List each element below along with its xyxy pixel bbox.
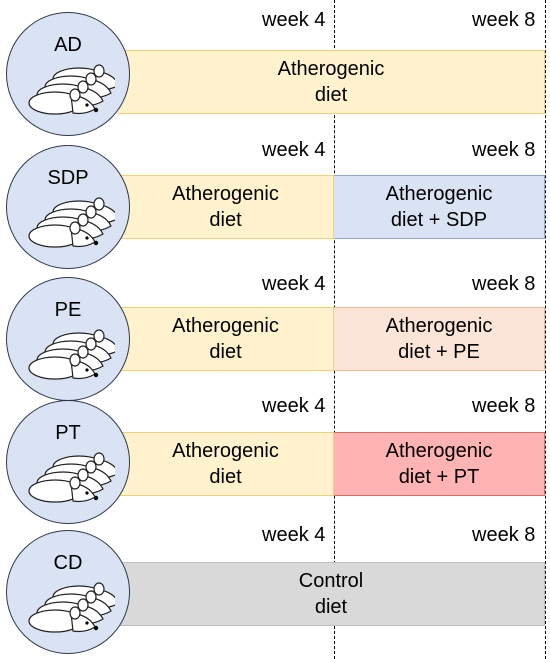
mouse-eye xyxy=(85,103,89,107)
mouse-shape xyxy=(28,606,99,633)
week-4-label: week 4 xyxy=(262,139,326,161)
group-label: AD xyxy=(54,34,82,56)
bar-text-line-1: Atherogenic xyxy=(385,183,493,205)
week-4-label: week 4 xyxy=(262,273,326,295)
mouse-shape xyxy=(28,476,99,503)
cd-group-circle: CD xyxy=(6,530,130,654)
mouse-eye xyxy=(85,236,89,240)
mice-icon xyxy=(23,192,120,261)
group-label: CD xyxy=(53,552,83,574)
bar-text-line-1: Atherogenic xyxy=(385,315,493,337)
week-4-label: week 4 xyxy=(262,524,326,546)
bar-text-line-2: diet xyxy=(209,209,242,231)
mice-icon xyxy=(23,447,120,516)
bar-text-line-1: Atherogenic xyxy=(172,315,279,337)
bar-text-line-2: diet xyxy=(314,596,348,618)
bar-text-line-2: diet + PE xyxy=(398,341,480,363)
sdp-atherogenic-diet-bar: Atherogenic diet xyxy=(118,175,334,239)
bar-text-line-1: Atherogenic xyxy=(172,440,279,462)
sdp-group-circle: SDP xyxy=(6,145,130,269)
bar-text-line-2: diet xyxy=(314,84,348,106)
week-8-divider-line xyxy=(545,0,546,659)
pt-atherogenic-diet-plus-pt-bar: Atherogenic diet + PT xyxy=(334,432,545,496)
week-8-label: week 8 xyxy=(472,139,536,161)
bar-text-line-1: Control xyxy=(298,570,364,592)
mice-icon xyxy=(23,59,120,128)
week-8-label: week 8 xyxy=(472,273,536,295)
mouse-shape xyxy=(28,221,99,248)
pt-group-circle: PT xyxy=(6,400,130,524)
ad-atherogenic-diet-bar: Atherogenic diet xyxy=(118,50,545,114)
mouse-nose xyxy=(93,107,99,113)
bar-text-line-1: Atherogenic xyxy=(172,183,279,205)
pe-group-circle: PE xyxy=(6,277,130,401)
bar-text-line-2: diet + PT xyxy=(398,466,480,488)
pt-atherogenic-diet-bar: Atherogenic diet xyxy=(118,432,334,496)
pe-atherogenic-diet-plus-pe-bar: Atherogenic diet + PE xyxy=(334,307,545,371)
mouse-shape xyxy=(28,353,99,380)
mouse-eye xyxy=(85,368,89,372)
bar-text-line-2: diet xyxy=(209,466,242,488)
cd-control-diet-bar: Control diet xyxy=(118,562,545,626)
bar-text-line-2: diet + SDP xyxy=(390,209,488,231)
mice-icon xyxy=(23,324,120,393)
week-8-label: week 8 xyxy=(472,395,536,417)
mouse-eye xyxy=(85,621,89,625)
mouse-eye xyxy=(85,491,89,495)
bar-text-line-1: Atherogenic xyxy=(277,58,385,80)
mouse-shape xyxy=(28,88,99,115)
week-4-label: week 4 xyxy=(262,395,326,417)
week-8-label: week 8 xyxy=(472,9,536,31)
ad-group-circle: AD xyxy=(6,12,130,136)
mouse-nose xyxy=(93,625,99,631)
mouse-nose xyxy=(93,495,99,501)
week-8-label: week 8 xyxy=(472,524,536,546)
mouse-nose xyxy=(93,372,99,378)
group-label: PE xyxy=(54,299,82,321)
group-label: SDP xyxy=(47,167,89,189)
bar-text-line-1: Atherogenic xyxy=(385,440,493,462)
sdp-atherogenic-diet-plus-sdp-bar: Atherogenic diet + SDP xyxy=(334,175,545,239)
mouse-nose xyxy=(93,240,99,246)
mice-icon xyxy=(23,577,120,646)
group-label: PT xyxy=(55,422,81,444)
bar-text-line-2: diet xyxy=(209,341,242,363)
pe-atherogenic-diet-bar: Atherogenic diet xyxy=(118,307,334,371)
week-4-label: week 4 xyxy=(262,9,326,31)
